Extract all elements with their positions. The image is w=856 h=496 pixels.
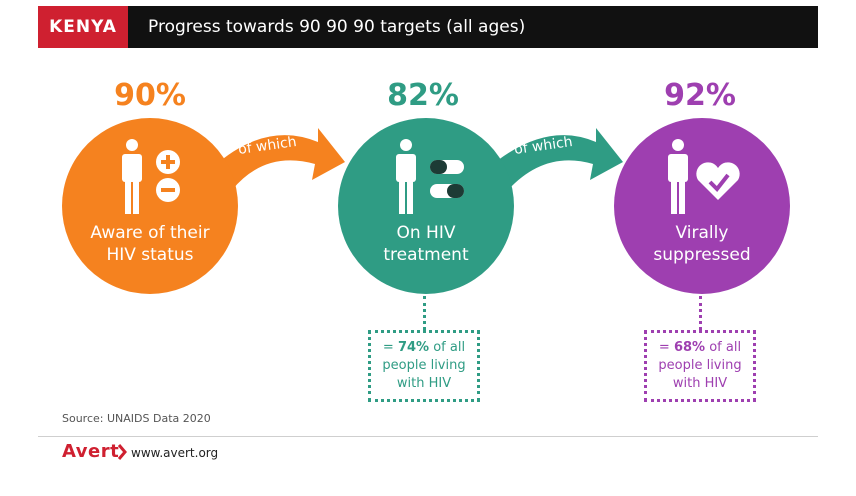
logo-chevron-icon [117, 444, 127, 460]
stage-1-label-line1: Aware of their [90, 223, 210, 243]
callout-2-line1: = 68% of all [658, 340, 742, 355]
stage-1-circle [62, 118, 238, 294]
callout-2-connector [699, 296, 702, 330]
stage-1-percent: 90% [114, 78, 186, 113]
person-pills-icon [396, 139, 464, 214]
stage-2-label-line2: treatment [383, 245, 469, 265]
stage-2-circle [338, 118, 514, 294]
callout-2-value: 68% [673, 340, 706, 355]
page-title: Progress towards 90 90 90 targets (all a… [148, 17, 526, 37]
person-plus-minus-icon [122, 139, 180, 214]
source-note: Source: UNAIDS Data 2020 [62, 412, 211, 425]
callout-1-box: = 74% of all people living with HIV [368, 330, 480, 402]
country-label: KENYA [38, 6, 128, 48]
stage-3-label-line1: Virally [675, 223, 729, 243]
callout-2-line2: people living [658, 358, 742, 373]
callout-1-line2: people living [382, 358, 466, 373]
stage-3-circle [614, 118, 790, 294]
footer-divider [38, 436, 818, 437]
callout-2-line3: with HIV [672, 376, 728, 391]
arrow-1-icon [212, 128, 345, 190]
person-heart-check-icon [668, 139, 740, 214]
stage-3-percent: 92% [664, 78, 736, 113]
stage-3-label: Virally suppressed [617, 222, 787, 266]
header-bar: KENYA Progress towards 90 90 90 targets … [38, 6, 818, 48]
callout-2-box: = 68% of all people living with HIV [644, 330, 756, 402]
callout-1-line3: with HIV [396, 376, 452, 391]
stage-1-label-line2: HIV status [106, 245, 194, 265]
callout-1-value: 74% [397, 340, 430, 355]
stage-1-label: Aware of their HIV status [65, 222, 235, 266]
callout-1-line1: = 74% of all [382, 340, 466, 355]
arrow-2-icon [488, 128, 623, 190]
stage-2-percent: 82% [387, 78, 459, 113]
stage-2-label: On HIV treatment [341, 222, 511, 266]
website-link[interactable]: www.avert.org [131, 446, 219, 460]
stage-3-label-line2: suppressed [653, 245, 751, 265]
callout-1-connector [423, 296, 426, 330]
stage-2-label-line1: On HIV [396, 223, 456, 243]
avert-logo[interactable]: Avert [62, 441, 120, 462]
